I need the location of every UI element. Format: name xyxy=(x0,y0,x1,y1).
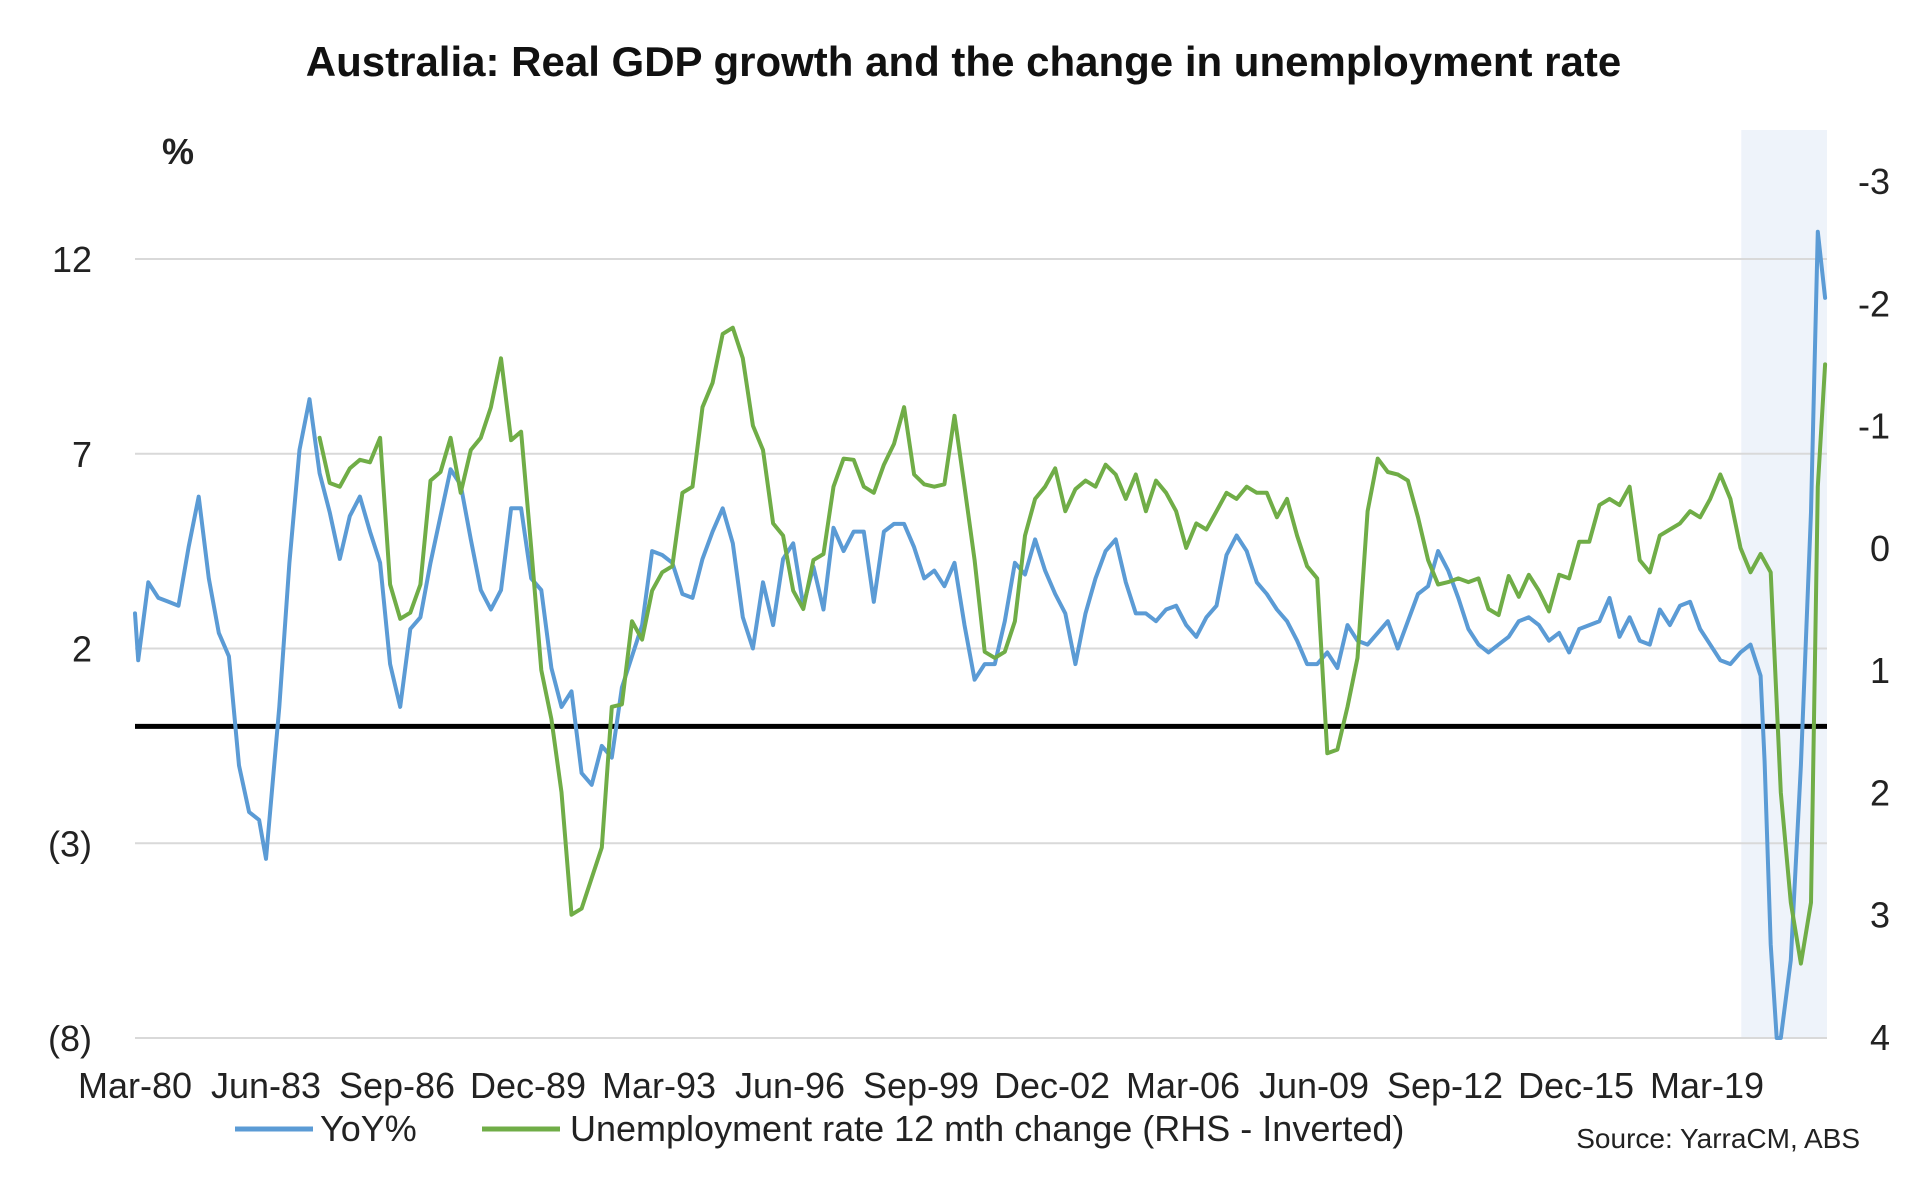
legend-label: YoY% xyxy=(320,1108,417,1149)
y-right-tick-label: -3 xyxy=(1858,161,1890,202)
y-left-tick-label: 12 xyxy=(52,239,92,280)
series-line-gdp-yoy xyxy=(133,229,1828,1040)
x-tick-label: Jun-96 xyxy=(735,1065,845,1106)
x-tick-label: Sep-12 xyxy=(1387,1065,1503,1106)
source-label: Source: YarraCM, ABS xyxy=(1576,1123,1860,1154)
x-tick-label: Dec-89 xyxy=(470,1065,586,1106)
x-tick-label: Mar-80 xyxy=(78,1065,192,1106)
y-left-unit-label: % xyxy=(162,131,194,172)
x-tick-label: Dec-15 xyxy=(1518,1065,1634,1106)
x-tick-label: Sep-99 xyxy=(863,1065,979,1106)
x-tick-label: Dec-02 xyxy=(994,1065,1110,1106)
series-line-unemployment-change xyxy=(317,325,1828,966)
x-tick-label: Mar-06 xyxy=(1126,1065,1240,1106)
y-right-tick-label: -2 xyxy=(1858,283,1890,324)
y-left-tick-label: (8) xyxy=(48,1018,92,1059)
x-tick-label: Mar-19 xyxy=(1650,1065,1764,1106)
y-left-tick-label: 2 xyxy=(72,629,92,670)
chart-title: Australia: Real GDP growth and the chang… xyxy=(305,38,1622,85)
x-tick-label: Sep-86 xyxy=(339,1065,455,1106)
y-right-tick-label: 4 xyxy=(1870,1017,1890,1058)
x-tick-label: Mar-93 xyxy=(602,1065,716,1106)
x-tick-label: Jun-09 xyxy=(1259,1065,1369,1106)
y-left-tick-label: (3) xyxy=(48,823,92,864)
covid-shaded-region xyxy=(1741,130,1827,1038)
y-left-tick-label: 7 xyxy=(72,434,92,475)
y-right-tick-label: -1 xyxy=(1858,406,1890,447)
y-right-tick-label: 2 xyxy=(1870,772,1890,813)
y-right-tick-label: 3 xyxy=(1870,895,1890,936)
x-tick-label: Jun-83 xyxy=(211,1065,321,1106)
y-right-tick-label: 0 xyxy=(1870,528,1890,569)
legend-label: Unemployment rate 12 mth change (RHS - I… xyxy=(570,1108,1404,1149)
y-right-tick-label: 1 xyxy=(1870,650,1890,691)
